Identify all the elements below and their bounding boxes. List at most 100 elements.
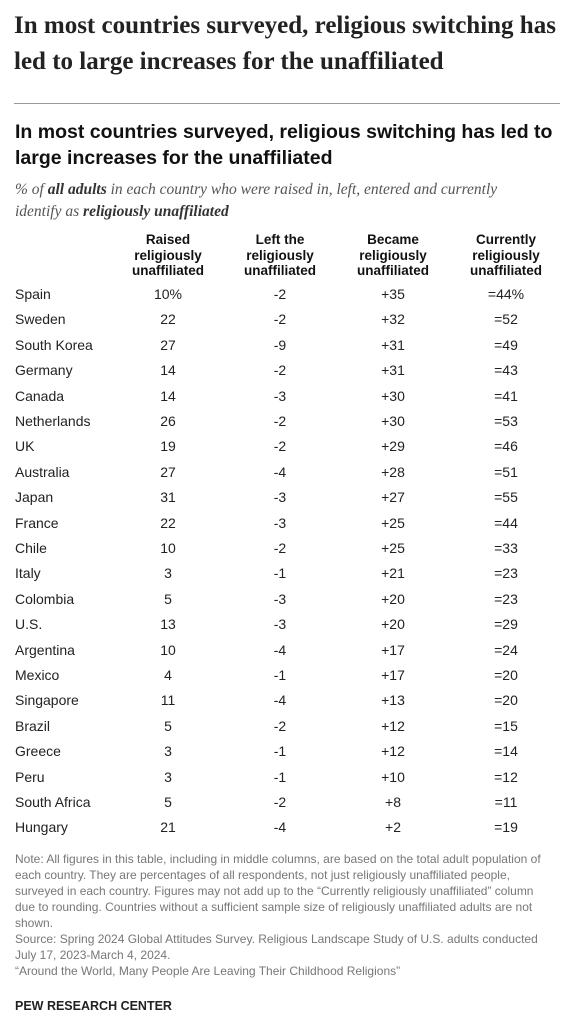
value-cell: =33 xyxy=(494,540,518,556)
value-cell: =49 xyxy=(494,336,518,353)
country-cell: Greece xyxy=(15,743,61,760)
country-cell: Netherlands xyxy=(15,413,91,429)
value-cell: =41 xyxy=(494,387,518,404)
value-cell: =51 xyxy=(494,463,518,480)
value-cell: =23 xyxy=(494,590,518,607)
subtitle-text: in each country who were raised in, left… xyxy=(15,181,498,220)
value-cell: 27 xyxy=(160,336,176,353)
value-cell: 14 xyxy=(160,362,176,379)
country-cell: Argentina xyxy=(15,641,75,658)
country-cell: Brazil xyxy=(15,717,51,734)
country-cell: Singapore xyxy=(15,692,79,709)
source: Source: Spring 2024 Global Attitudes Sur… xyxy=(15,932,538,962)
chart-title: In most countries surveyed, religious sw… xyxy=(15,121,553,169)
value-cell: 10% xyxy=(153,286,183,302)
value-cell: 10 xyxy=(160,641,176,658)
value-cell: -9 xyxy=(273,336,287,353)
value-cell: 11 xyxy=(160,692,176,709)
value-cell: 5 xyxy=(164,794,172,810)
value-cell: +17 xyxy=(381,667,405,683)
value-cell: -2 xyxy=(273,286,287,302)
value-cell: 4 xyxy=(164,667,172,683)
value-cell: =43 xyxy=(494,362,518,379)
value-cell: 10 xyxy=(160,540,176,556)
value-cell: 22 xyxy=(160,311,176,328)
value-cell: -2 xyxy=(273,540,287,556)
value-cell: 21 xyxy=(160,819,176,836)
value-cell: -2 xyxy=(273,413,287,429)
country-cell: Spain xyxy=(15,286,51,302)
value-cell: +32 xyxy=(381,311,405,328)
subtitle-emphasis: all adults xyxy=(47,181,107,198)
value-cell: 14 xyxy=(160,387,176,404)
divider xyxy=(14,103,560,104)
value-cell: 3 xyxy=(164,743,172,760)
country-cell: Peru xyxy=(15,768,45,785)
country-cell: France xyxy=(15,514,59,531)
value-cell: +25 xyxy=(381,540,405,556)
value-cell: +12 xyxy=(381,717,405,734)
value-cell: 22 xyxy=(160,514,176,531)
value-cell: =44% xyxy=(487,286,525,302)
value-cell: 27 xyxy=(160,463,176,480)
value-cell: 5 xyxy=(164,717,172,734)
value-cell: -1 xyxy=(273,565,287,582)
country-cell: Mexico xyxy=(15,667,60,683)
value-cell: +31 xyxy=(381,336,405,353)
country-cell: Canada xyxy=(15,387,65,404)
value-cell: 13 xyxy=(160,616,176,633)
value-cell: 3 xyxy=(164,565,172,582)
value-cell: =24 xyxy=(494,641,518,658)
subtitle-text: % of xyxy=(15,181,48,198)
value-cell: -4 xyxy=(273,819,287,836)
value-cell: -2 xyxy=(273,717,287,734)
value-cell: +29 xyxy=(381,438,405,455)
value-cell: +27 xyxy=(381,489,405,506)
country-cell: Australia xyxy=(15,463,70,480)
value-cell: +31 xyxy=(381,362,405,379)
column-header: Raised religiously unaffiliated xyxy=(131,232,204,278)
value-cell: +17 xyxy=(381,641,405,658)
value-cell: =44 xyxy=(494,514,518,531)
column-header: Currently religiously unaffiliated xyxy=(469,232,542,278)
value-cell: 5 xyxy=(164,590,172,607)
value-cell: =11 xyxy=(494,794,518,810)
value-cell: +20 xyxy=(381,616,405,633)
value-cell: =14 xyxy=(494,743,518,760)
value-cell: -4 xyxy=(273,463,287,480)
country-cell: UK xyxy=(15,438,35,455)
value-cell: =20 xyxy=(494,692,518,709)
value-cell: -1 xyxy=(273,667,287,683)
value-cell: -4 xyxy=(273,641,287,658)
value-cell: =20 xyxy=(494,667,518,683)
value-cell: -2 xyxy=(273,311,287,328)
country-cell: Colombia xyxy=(15,590,75,607)
value-cell: +35 xyxy=(381,286,405,302)
value-cell: =19 xyxy=(494,819,518,836)
country-cell: Chile xyxy=(15,540,47,556)
value-cell: -2 xyxy=(273,362,287,379)
value-cell: 3 xyxy=(164,768,172,785)
value-cell: =29 xyxy=(494,616,518,633)
country-cell: U.S. xyxy=(15,616,43,633)
column-header: Became religiously unaffiliated xyxy=(356,232,429,278)
value-cell: =52 xyxy=(494,311,518,328)
value-cell: +10 xyxy=(381,768,405,785)
value-cell: +2 xyxy=(385,819,401,836)
report: “Around the World, Many People Are Leavi… xyxy=(15,964,401,978)
value-cell: -4 xyxy=(273,692,287,709)
value-cell: -2 xyxy=(273,794,287,810)
organization: PEW RESEARCH CENTER xyxy=(15,999,172,1013)
value-cell: +28 xyxy=(381,463,405,480)
subtitle-emphasis: religiously unaffiliated xyxy=(83,203,229,220)
value-cell: =12 xyxy=(494,768,518,785)
value-cell: +30 xyxy=(381,387,405,404)
value-cell: +21 xyxy=(381,565,405,582)
value-cell: -3 xyxy=(273,590,287,607)
value-cell: +13 xyxy=(381,692,405,709)
country-cell: Japan xyxy=(15,489,54,506)
notes: Note: All figures in this table, includi… xyxy=(15,851,545,979)
subtitle: % of all adults in each country who were… xyxy=(15,179,535,223)
country-cell: Germany xyxy=(15,362,73,379)
